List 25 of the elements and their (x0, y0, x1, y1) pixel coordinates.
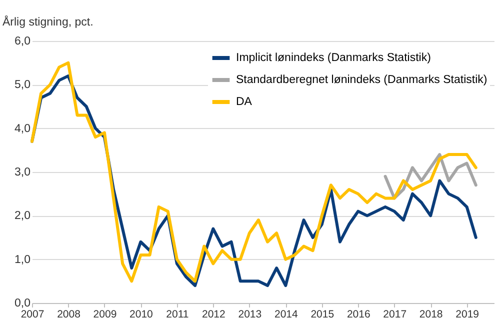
x-tick-label: 2009 (93, 308, 117, 320)
y-tick-label: 1,0 (14, 254, 30, 266)
x-tick-label: 2010 (130, 308, 154, 320)
x-tick-label: 2011 (166, 308, 189, 320)
y-tick-label: 4,0 (14, 122, 30, 135)
x-tick-label: 2016 (346, 308, 370, 320)
line-series (384, 153, 478, 200)
legend-label: Standardberegnet lønindeks (Danmarks Statistik) (236, 74, 488, 86)
legend-label: DA (236, 96, 252, 108)
x-tick-label: 2013 (238, 308, 262, 320)
x-tick-label: 2019 (456, 308, 480, 320)
x-tick-label: 2007 (20, 308, 44, 320)
y-tick-label: 5,0 (14, 79, 30, 92)
legend-label: Implicit lønindeks (Danmarks Statistik) (236, 52, 432, 64)
x-tick-label: 2012 (202, 308, 226, 320)
y-axis-title: Årlig stigning, pct. (2, 14, 94, 28)
y-tick-label: 6,0 (14, 36, 30, 48)
x-tick-label: 2018 (419, 308, 443, 320)
y-tick-label: 3,0 (14, 166, 30, 178)
x-tick-label: 2008 (57, 308, 81, 320)
y-tick-label: 0,0 (14, 298, 30, 310)
y-tick-label: 2,0 (14, 210, 30, 222)
x-tick-label: 2015 (310, 308, 334, 320)
x-tick-label: 2014 (274, 308, 298, 320)
x-tick-label: 2017 (383, 308, 407, 320)
